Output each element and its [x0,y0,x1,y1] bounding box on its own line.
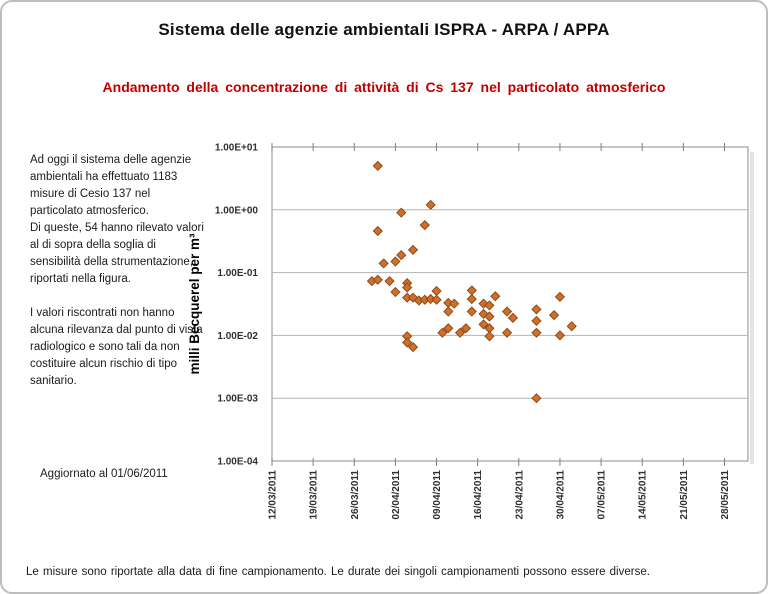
updated-label: Aggiornato al 01/06/2011 [40,468,168,480]
y-tick-label: 1.00E-02 [217,331,258,342]
scatter-point [443,323,454,334]
scatter-point [402,337,413,348]
x-tick-label: 28/05/2011 [720,470,731,520]
y-tick-label: 1.00E-04 [217,457,258,468]
scatter-point [478,319,489,330]
scatter-point [478,298,489,309]
x-tick-label: 07/05/2011 [597,470,608,520]
page-subtitle: Andamento della concentrazione di attivi… [102,79,666,95]
scatter-point [531,393,542,404]
scatter-point [396,249,407,261]
scatter-point [466,306,477,317]
scatter-point [407,342,419,353]
scatter-point [501,306,513,317]
x-tick-label: 23/04/2011 [514,470,525,520]
x-tick-label: 19/03/2011 [309,470,320,520]
y-axis-title: milli Becquerel per m³ [187,233,202,375]
scatter-point [454,327,466,338]
scatter-point [372,160,383,172]
scatter-point [484,331,495,342]
scatter-point [425,293,436,305]
scatter-point [437,327,448,338]
scatter-point [554,291,566,303]
scatter-point [566,321,577,332]
scatter-point [425,199,436,210]
scatter-point [407,292,419,303]
scatter-point [554,330,566,341]
scatter-point [407,244,419,255]
side-note-paragraph-1: Ad oggi il sistema delle agenzie ambient… [30,154,192,217]
y-tick-label: 1.00E+00 [215,205,259,216]
scatter-point [402,282,413,293]
scatter-point [484,300,495,311]
scatter-point [419,220,430,231]
scatter-point [443,306,454,317]
scatter-point [449,298,460,309]
x-tick-label: 14/05/2011 [638,470,649,520]
scatter-point [478,308,489,320]
side-note: Ad oggi il sistema delle agenzie ambient… [30,152,206,390]
scatter-point [384,276,395,287]
y-tick-label: 1.00E+01 [215,143,259,154]
x-tick-label: 09/04/2011 [432,470,443,520]
scatter-point [431,294,442,305]
x-tick-label: 02/04/2011 [391,470,402,520]
page-title: Sistema delle agenzie ambientali ISPRA -… [158,20,610,39]
scatter-point [531,327,542,338]
scatter-point [466,293,477,305]
x-tick-label: 26/03/2011 [350,470,361,520]
x-tick-label: 30/04/2011 [555,470,566,520]
scatter-point [390,286,401,298]
scatter-point [372,274,383,285]
scatter-point [490,291,501,302]
side-note-paragraph-2: Di queste, 54 hanno rilevato valori al d… [30,222,204,285]
scatter-point [484,311,495,322]
x-tick-label: 12/03/2011 [268,470,279,520]
scatter-point [390,256,401,267]
y-tick-label: 1.00E-01 [217,268,258,279]
scatter-point [396,207,407,218]
scatter-point [378,258,389,269]
plot-shadow [750,152,754,464]
scatter-point [501,327,513,338]
side-note-paragraph-3: I valori riscontrati non hanno alcuna ri… [30,307,203,387]
scatter-point [531,304,542,315]
scatter-point [372,225,383,237]
scatter-point [531,315,542,327]
scatter-point [460,323,472,334]
scatter-point [548,310,560,321]
x-tick-label: 21/05/2011 [679,470,690,520]
footer-note: Le misure sono riportate alla data di fi… [26,566,650,578]
x-tick-label: 16/04/2011 [473,470,484,520]
plot-area [271,146,749,462]
y-tick-label: 1.00E-03 [217,394,258,405]
scatter-point [507,312,519,324]
